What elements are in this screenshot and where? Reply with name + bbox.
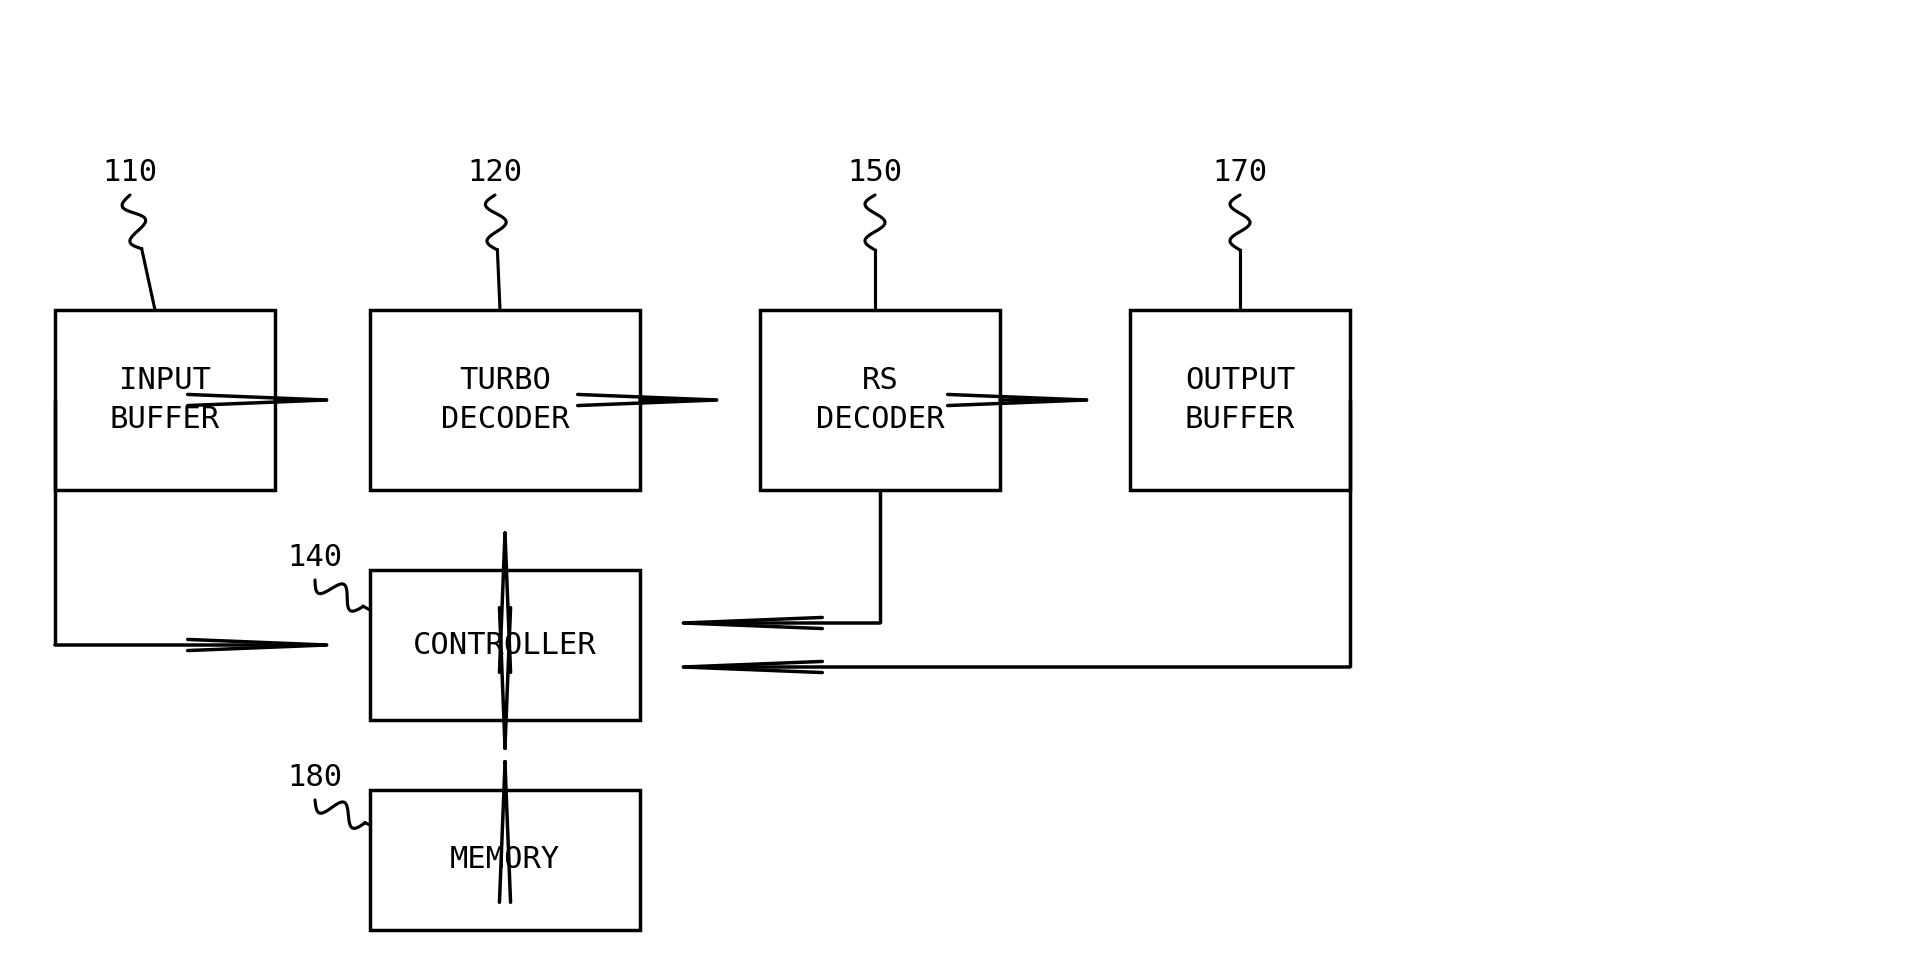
Text: 170: 170: [1213, 158, 1267, 187]
Bar: [54, 310, 274, 490]
Text: 110: 110: [102, 158, 158, 187]
Bar: [759, 310, 1001, 490]
Text: TURBO
DECODER: TURBO DECODER: [440, 366, 570, 434]
Bar: [371, 310, 639, 490]
Text: INPUT
BUFFER: INPUT BUFFER: [110, 366, 220, 434]
Text: 120: 120: [468, 158, 522, 187]
Text: RS
DECODER: RS DECODER: [815, 366, 945, 434]
Bar: [371, 790, 639, 930]
Bar: [1130, 310, 1350, 490]
Text: OUTPUT
BUFFER: OUTPUT BUFFER: [1184, 366, 1294, 434]
Bar: [371, 570, 639, 720]
Text: MEMORY: MEMORY: [450, 845, 560, 874]
Text: 140: 140: [288, 543, 342, 572]
Text: 180: 180: [288, 763, 342, 792]
Text: CONTROLLER: CONTROLLER: [413, 630, 597, 659]
Text: 150: 150: [848, 158, 902, 187]
